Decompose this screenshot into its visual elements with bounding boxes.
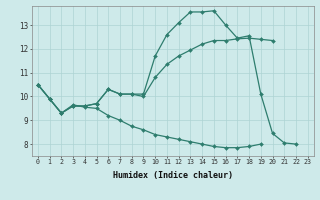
X-axis label: Humidex (Indice chaleur): Humidex (Indice chaleur) [113,171,233,180]
